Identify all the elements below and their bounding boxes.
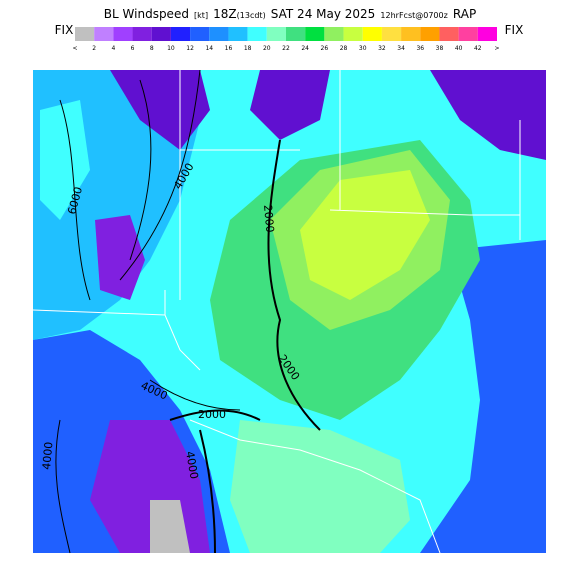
legend-label: 40 <box>455 45 463 52</box>
contour <box>55 69 241 554</box>
region <box>250 70 330 140</box>
units: [kt] <box>194 11 208 20</box>
region <box>420 240 546 553</box>
color-box <box>420 27 440 41</box>
fix-right: FIX <box>505 23 524 37</box>
color-box <box>458 27 478 41</box>
legend-label: 20 <box>263 45 271 52</box>
region <box>110 70 210 150</box>
title-line: BL Windspeed [kt] 18Z(13cdt) SAT 24 May … <box>104 3 476 22</box>
color-box <box>228 27 248 41</box>
legend-label: 6 <box>131 45 135 52</box>
color-box <box>305 27 325 41</box>
model: RAP <box>453 7 476 21</box>
color-box <box>439 27 459 41</box>
legend-label: 24 <box>301 45 309 52</box>
legend-label: > <box>494 45 499 52</box>
legend-label: 32 <box>378 45 386 52</box>
legend-label: 22 <box>282 45 290 52</box>
color-box <box>362 27 382 41</box>
legend-label: 28 <box>340 45 348 52</box>
region <box>430 70 546 160</box>
legend-label: 36 <box>416 45 424 52</box>
legend-label: 12 <box>186 45 194 52</box>
map: 6000 4000 2000 2000 4000 2000 4000 4000 <box>32 69 546 554</box>
color-bar: <2 4 6 8 10 12 14 16 18 20 22 24 26 28 30 32 34 36 38 40 42 > <box>72 27 500 52</box>
contour-label: 4000 <box>40 441 55 470</box>
region <box>95 215 145 300</box>
contour-label: 2000 <box>198 408 226 421</box>
color-box <box>477 27 497 41</box>
legend-label: 26 <box>321 45 329 52</box>
contour-label: 4000 <box>183 450 201 480</box>
color-box <box>113 27 133 41</box>
legend-label: 42 <box>474 45 482 52</box>
legend-label: < <box>72 45 77 52</box>
legend-label: 10 <box>167 45 175 52</box>
color-box <box>247 27 267 41</box>
color-box <box>190 27 210 41</box>
color-box <box>324 27 344 41</box>
color-box <box>151 27 171 41</box>
contour-thick <box>169 139 321 554</box>
legend-label: 2 <box>92 45 96 52</box>
title: BL Windspeed <box>104 7 189 21</box>
legend-label: 18 <box>244 45 252 52</box>
legend-label: 8 <box>150 45 154 52</box>
forecast: 12hrFcst@0700z <box>380 11 447 20</box>
region <box>230 420 410 553</box>
fix-left: FIX <box>55 23 74 37</box>
legend-label: 4 <box>111 45 115 52</box>
color-box <box>381 27 402 41</box>
local-time: (13cdt) <box>237 11 266 20</box>
region <box>300 170 430 300</box>
legend-label: 34 <box>397 45 405 52</box>
legend-label: 14 <box>205 45 213 52</box>
color-box <box>266 27 286 41</box>
color-box <box>401 27 421 41</box>
color-box <box>132 27 152 41</box>
legend-label: 30 <box>359 45 367 52</box>
legend-label: 38 <box>436 45 444 52</box>
color-box <box>94 27 114 41</box>
legend-label: 16 <box>225 45 233 52</box>
color-box <box>209 27 229 41</box>
region <box>150 500 190 553</box>
contour-label: 2000 <box>261 204 276 233</box>
color-box <box>343 27 363 41</box>
color-box <box>286 27 306 41</box>
color-box <box>170 27 191 41</box>
border <box>32 70 521 554</box>
region <box>40 100 90 220</box>
time: 18Z <box>213 7 237 21</box>
date: SAT 24 May 2025 <box>271 7 376 21</box>
color-box <box>75 27 95 41</box>
